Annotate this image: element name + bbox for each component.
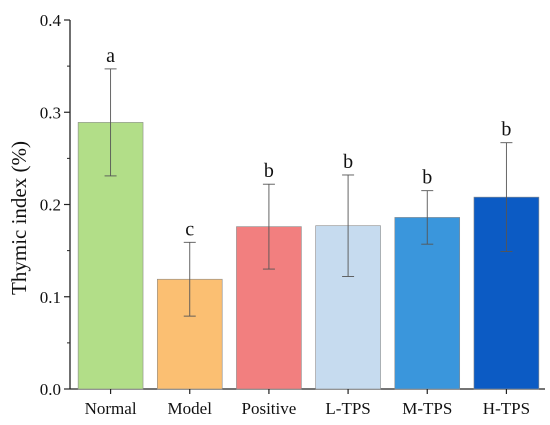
- x-tick-label: L-TPS: [325, 399, 370, 418]
- y-axis-title-group: Thymic index (%): [7, 141, 31, 295]
- y-tick-label: 0.4: [40, 11, 62, 30]
- y-axis-title: Thymic index (%): [7, 141, 31, 295]
- significance-label: a: [106, 45, 115, 67]
- significance-label: b: [264, 160, 274, 182]
- x-tick-label: Normal: [85, 399, 137, 418]
- significance-label: b: [501, 119, 511, 141]
- y-tick-label: 0.3: [40, 103, 61, 122]
- x-tick-label: M-TPS: [402, 399, 452, 418]
- significance-label: b: [343, 151, 353, 173]
- x-tick-label: H-TPS: [483, 399, 530, 418]
- bar-m-tps: [394, 217, 461, 390]
- y-tick-label: 0.0: [40, 380, 61, 399]
- y-tick-label: 0.2: [40, 196, 61, 215]
- significance-label: c: [185, 218, 194, 240]
- significance-label: b: [422, 167, 432, 189]
- plot-area: 0.0 0.1 0.2 0.3 0.4 a Normal c Model b Positive b L-…: [40, 11, 545, 418]
- x-tick-label: Positive: [242, 399, 297, 418]
- y-tick-label: 0.1: [40, 288, 61, 307]
- x-tick-label: Model: [168, 399, 213, 418]
